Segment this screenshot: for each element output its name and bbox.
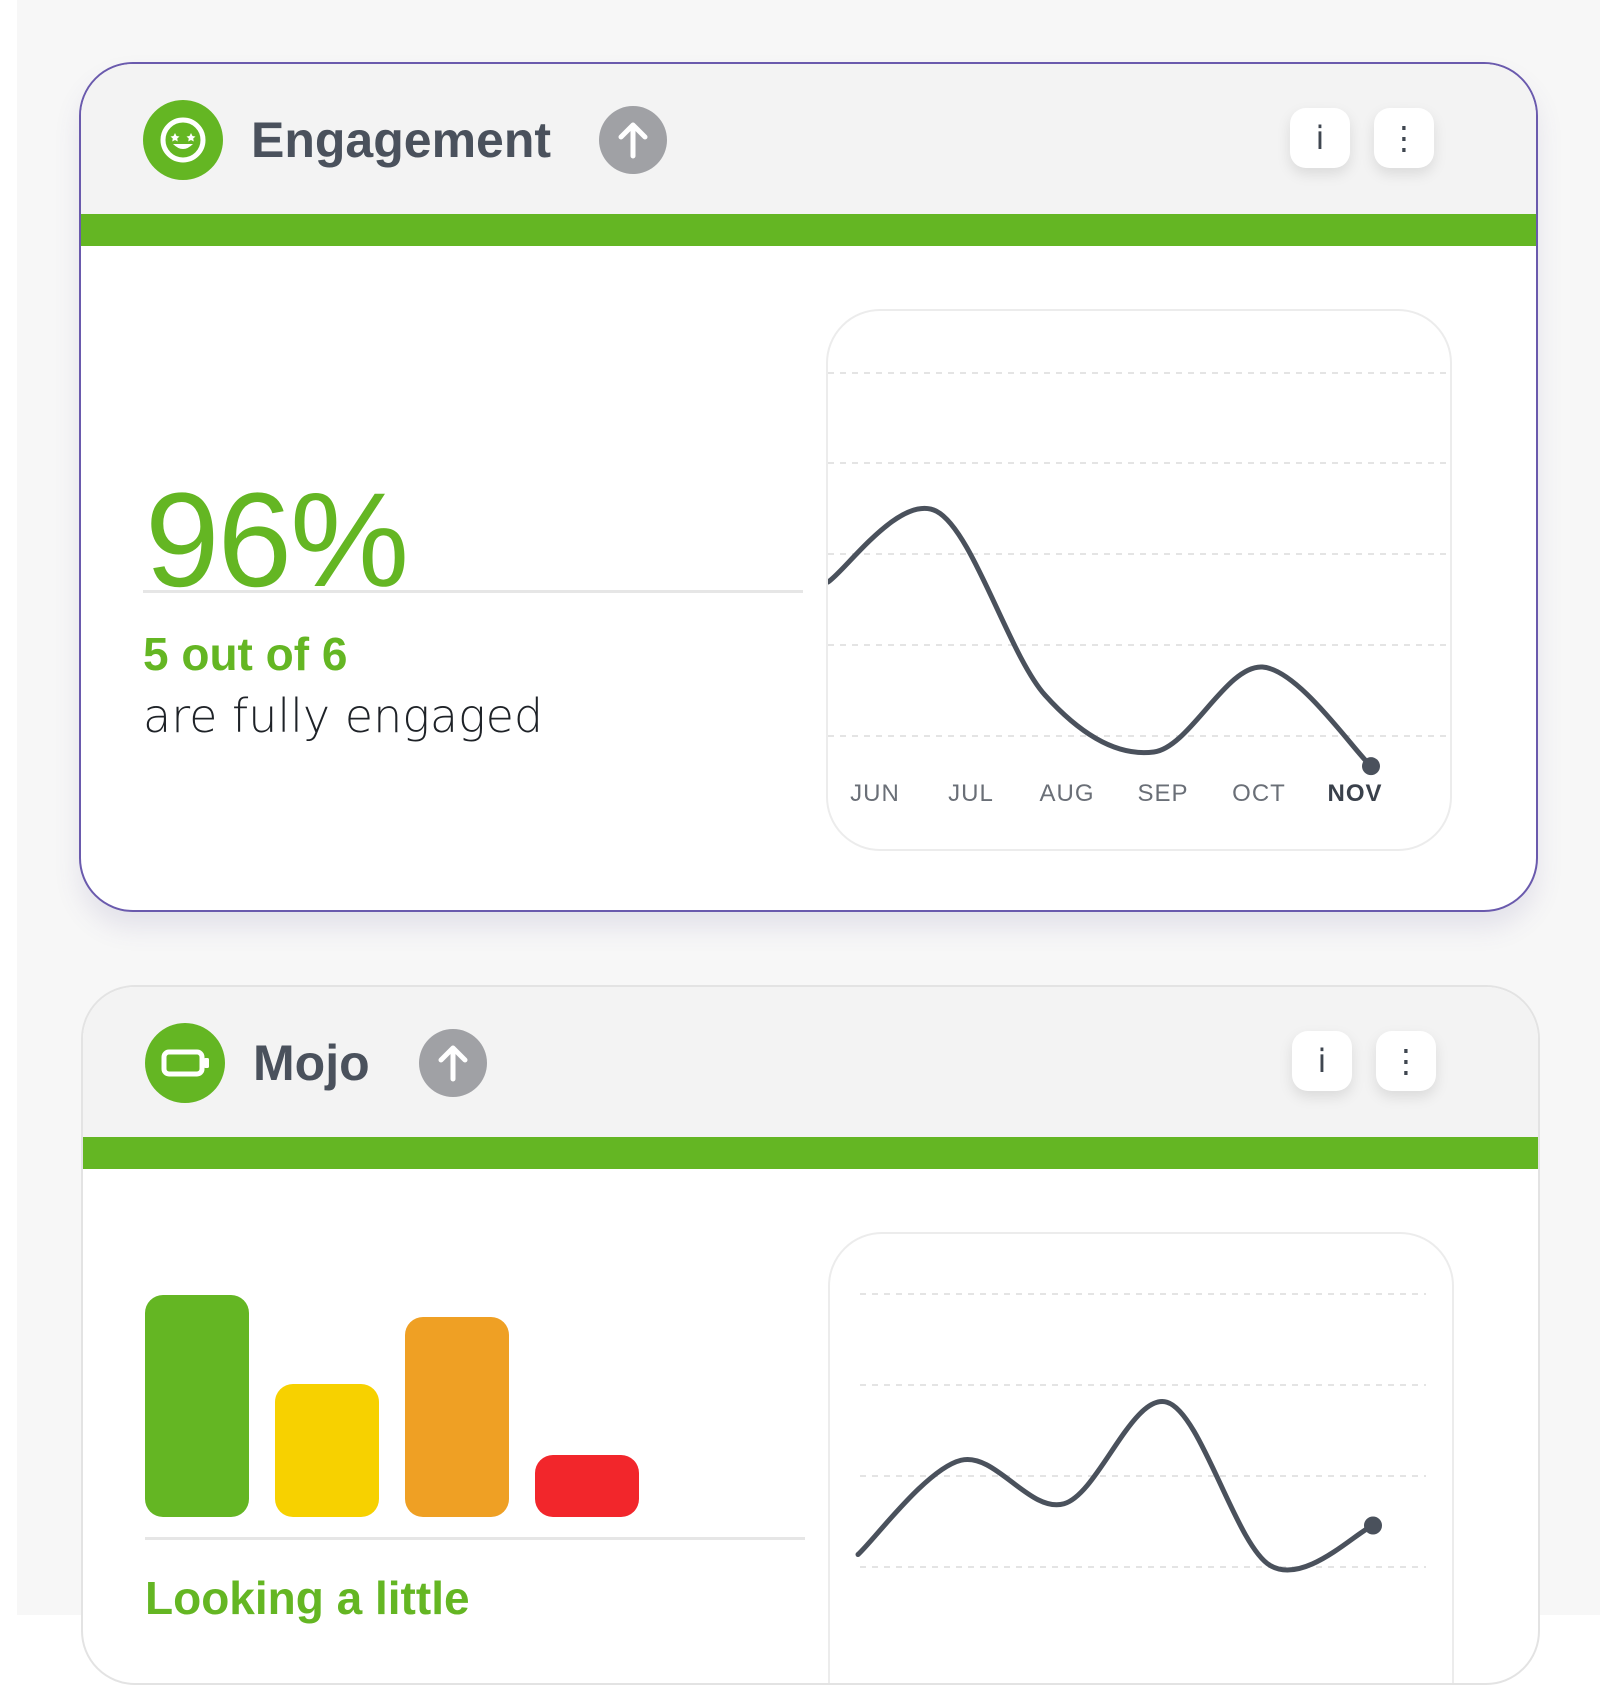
mojo-level-bar <box>535 1455 639 1517</box>
x-tick-label: SEP <box>1137 780 1188 807</box>
x-tick-label: AUG <box>1039 780 1094 807</box>
engagement-percentage: 96% <box>145 466 409 615</box>
latest-point <box>1364 1516 1382 1535</box>
engagement-card[interactable]: Engagement i ⋮ 96% 5 out of 6 are fully … <box>79 62 1538 912</box>
x-tick-label: JUL <box>948 780 994 807</box>
info-button[interactable]: i <box>1290 108 1350 168</box>
mojo-highlight: Looking a little <box>145 1572 470 1624</box>
x-tick-label: JUN <box>850 780 900 807</box>
engagement-divider <box>143 590 803 593</box>
trend-line <box>855 1399 1376 1573</box>
engagement-title: Engagement <box>251 112 552 168</box>
x-tick-label: NOV <box>1327 780 1382 807</box>
trend-line <box>828 506 1374 769</box>
mojo-level-bar <box>405 1317 509 1517</box>
engagement-accent-bar <box>81 214 1536 246</box>
info-button[interactable]: i <box>1292 1031 1352 1091</box>
mojo-trend-chart <box>828 1232 1454 1683</box>
mojo-level-bar <box>275 1384 379 1517</box>
latest-point <box>1362 757 1380 776</box>
smiley-star-eyes-icon <box>143 100 223 180</box>
engagement-trend-chart: JUN JUL AUG SEP OCT NOV <box>826 309 1452 851</box>
arrow-up-icon <box>599 106 667 174</box>
engagement-description: are fully engaged <box>143 689 544 743</box>
x-tick-label: OCT <box>1232 780 1286 807</box>
more-options-button[interactable]: ⋮ <box>1376 1031 1436 1091</box>
engagement-highlight: 5 out of 6 <box>143 628 348 680</box>
arrow-up-icon <box>419 1029 487 1097</box>
mojo-title: Mojo <box>253 1035 370 1091</box>
mojo-divider <box>145 1537 805 1540</box>
mojo-level-bar <box>145 1295 249 1517</box>
more-options-button[interactable]: ⋮ <box>1374 108 1434 168</box>
battery-icon <box>145 1023 225 1103</box>
mojo-card[interactable]: Mojo i ⋮ Looking a little <box>81 985 1540 1685</box>
mojo-accent-bar <box>83 1137 1538 1169</box>
